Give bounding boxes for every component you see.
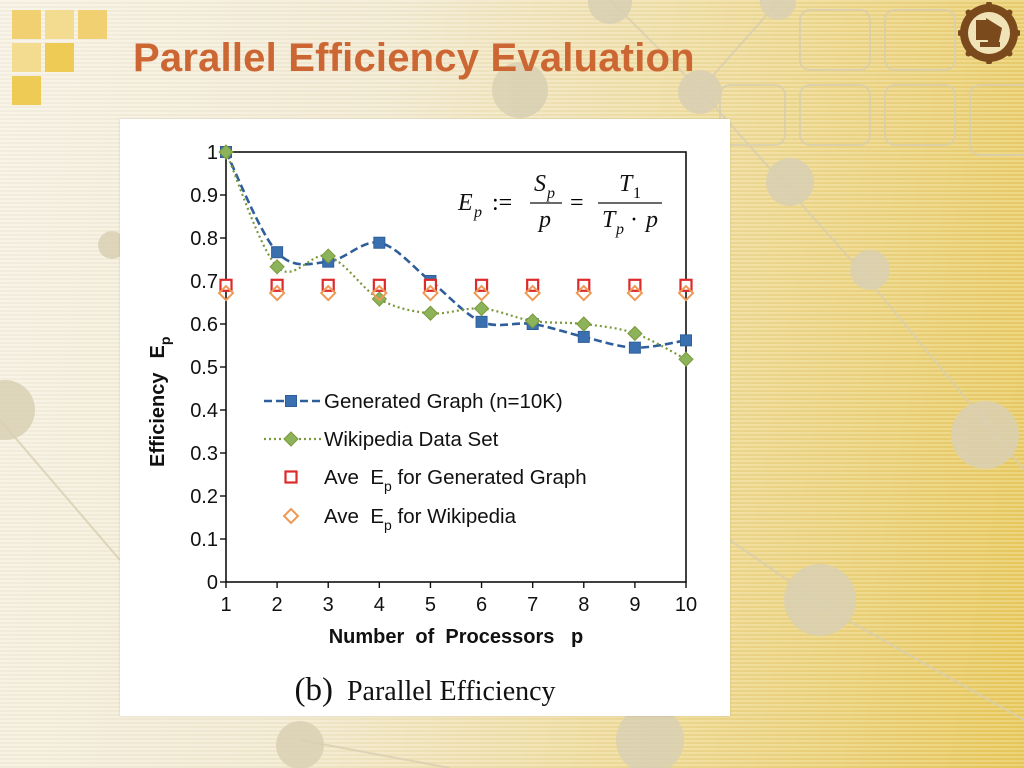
formula-frac1-den: p xyxy=(537,207,551,233)
figure-caption: (b) Parallel Efficiency xyxy=(120,672,730,709)
x-tick-label: 6 xyxy=(476,594,487,616)
data-point xyxy=(217,284,235,302)
caption-text: Parallel Efficiency xyxy=(346,676,556,707)
series-line xyxy=(224,151,687,349)
data-point xyxy=(680,334,692,347)
legend-marker xyxy=(282,507,300,525)
y-tick-label: 0.7 xyxy=(190,271,218,293)
y-tick-label: 0 xyxy=(207,572,218,594)
data-point xyxy=(677,284,695,302)
series-4 xyxy=(217,284,695,302)
legend-marker xyxy=(284,470,298,484)
y-tick-label: 1 xyxy=(207,142,218,164)
formula-frac2-num: T xyxy=(619,171,634,197)
data-point xyxy=(271,246,284,259)
x-tick-label: 9 xyxy=(629,594,640,616)
legend-item-2: Wikipedia Data Set xyxy=(264,428,499,451)
data-point xyxy=(576,316,592,332)
x-tick-label: 7 xyxy=(527,594,538,616)
formula-lhs-sub: p xyxy=(473,204,482,221)
chart-figure: 0 0.1 0.2 0.3 0.4 0.5 0.6 0.7 0.8 0.9 1 1 2 3 4 5 6 7 8 9 10… xyxy=(120,119,730,716)
legend-label: Wikipedia Data Set xyxy=(324,428,499,451)
legend-item-4: Ave Ep for Wikipedia xyxy=(282,505,517,533)
formula-frac2-den-a: T xyxy=(602,207,617,233)
x-axis-title: Number of Processors p xyxy=(329,626,584,648)
x-tick-label: 8 xyxy=(578,594,589,616)
slide-title: Parallel Efficiency Evaluation xyxy=(133,36,695,80)
data-point xyxy=(218,144,234,160)
x-tick-label: 4 xyxy=(374,594,385,616)
data-point xyxy=(626,284,644,302)
university-seal-icon xyxy=(958,2,1020,64)
series-line xyxy=(224,151,687,361)
decorative-squares xyxy=(12,10,112,110)
legend-item-1: Generated Graph (n=10K) xyxy=(264,390,563,413)
x-tick-label: 1 xyxy=(220,594,231,616)
y-tick-label: 0.6 xyxy=(190,314,218,336)
legend-item-3: Ave Ep for Generated Graph xyxy=(284,466,587,494)
y-tick-label: 0.8 xyxy=(190,228,218,250)
data-point xyxy=(524,284,542,302)
x-tick-label: 5 xyxy=(425,594,436,616)
data-point xyxy=(473,284,490,302)
y-tick-label: 0.3 xyxy=(190,443,218,465)
data-point xyxy=(524,313,541,329)
chart-legend: Generated Graph (n=10K) Wikipedia Data Se… xyxy=(264,390,587,533)
formula-frac1-num-sub: p xyxy=(546,185,555,202)
data-point xyxy=(627,325,643,342)
formula-frac2-num-sub: 1 xyxy=(633,185,641,202)
x-tick-label: 10 xyxy=(675,594,697,616)
formula-frac2-den-b: p xyxy=(644,207,658,233)
y-tick-label: 0.1 xyxy=(190,529,218,551)
efficiency-formula: E p := S p p = T 1 T p · p xyxy=(457,171,662,238)
data-point xyxy=(422,305,439,321)
formula-lhs: E xyxy=(457,190,473,216)
x-tick-label: 2 xyxy=(272,594,283,616)
legend-label: Ave Ep for Wikipedia xyxy=(324,505,517,533)
y-tick-label: 0.5 xyxy=(190,357,218,379)
data-point xyxy=(473,300,490,317)
y-tick-label: 0.9 xyxy=(190,185,218,207)
data-point xyxy=(373,236,386,249)
efficiency-chart: 0 0.1 0.2 0.3 0.4 0.5 0.6 0.7 0.8 0.9 1 1 2 3 4 5 6 7 8 9 10… xyxy=(147,142,697,648)
y-axis-title: EfficiencyEp xyxy=(147,337,173,467)
formula-equals: = xyxy=(570,190,584,216)
data-point xyxy=(268,284,286,302)
formula-assign: := xyxy=(492,190,512,216)
legend-marker xyxy=(285,395,297,407)
data-point xyxy=(577,330,590,343)
caption-label: (b) xyxy=(294,672,333,708)
data-point xyxy=(678,351,694,367)
data-point xyxy=(628,341,641,354)
legend-label: Ave Ep for Generated Graph xyxy=(324,466,587,494)
data-point xyxy=(575,284,593,302)
legend-marker xyxy=(283,431,299,447)
series-2 xyxy=(218,144,694,367)
formula-frac1-num: S xyxy=(534,171,546,197)
data-point xyxy=(422,284,439,302)
data-point xyxy=(370,284,388,302)
data-point xyxy=(475,315,488,328)
x-tick-label: 3 xyxy=(323,594,334,616)
formula-frac2-den-a-sub: p xyxy=(615,221,624,238)
y-tick-label: 0.4 xyxy=(190,400,218,422)
data-point xyxy=(320,248,336,264)
data-point xyxy=(269,259,285,275)
legend-label: Generated Graph (n=10K) xyxy=(324,390,563,413)
formula-frac2-den-op: · xyxy=(630,207,638,233)
data-point xyxy=(319,284,337,302)
y-tick-label: 0.2 xyxy=(190,486,218,508)
series-3 xyxy=(219,278,693,292)
